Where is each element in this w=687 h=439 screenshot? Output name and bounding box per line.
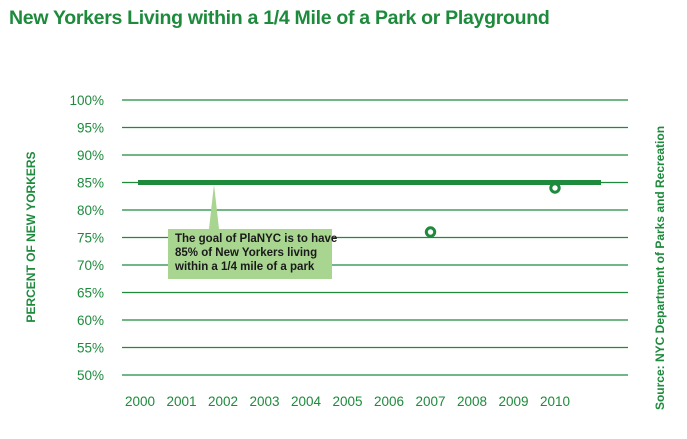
x-tick-label: 2008 <box>457 394 487 409</box>
chart-title: New Yorkers Living within a 1/4 Mile of … <box>9 7 550 29</box>
goal-annotation-line-1: The goal of PlaNYC is to have <box>175 233 337 245</box>
data-point <box>549 182 561 194</box>
y-tick-label: 70% <box>77 258 104 273</box>
y-tick-label: 50% <box>77 368 104 383</box>
goal-annotation-line-2: 85% of New Yorkers living <box>175 247 317 259</box>
y-tick-label: 95% <box>77 121 104 136</box>
gridlines <box>122 99 628 376</box>
source-note: Source: NYC Department of Parks and Recr… <box>653 126 667 410</box>
x-tick-label: 2009 <box>498 394 528 409</box>
data-point <box>424 226 437 238</box>
y-tick-label: 65% <box>77 286 104 301</box>
goal-annotation-box <box>168 184 332 279</box>
goal-annotation-line-3: within a 1/4 mile of a park <box>174 261 315 273</box>
y-tick-label: 55% <box>77 341 104 356</box>
x-tick-label: 2004 <box>291 394 322 409</box>
y-tick-label: 100% <box>69 93 104 108</box>
y-tick-label: 75% <box>77 231 104 246</box>
y-tick-label: 60% <box>77 313 104 328</box>
y-tick-labels: 50% 55% 60% 65% 70% 75% 80% 85% 90% 95% 100% <box>69 93 104 383</box>
x-tick-label: 2002 <box>208 394 238 409</box>
x-tick-label: 2000 <box>125 394 155 409</box>
x-tick-label: 2003 <box>249 394 279 409</box>
x-tick-label: 2006 <box>374 394 404 409</box>
x-tick-labels: 2000 2001 2002 2003 2004 2005 2006 2007 2008 2009… <box>125 394 570 409</box>
y-tick-label: 85% <box>77 176 104 191</box>
x-tick-label: 2001 <box>166 394 196 409</box>
y-axis-label: PERCENT OF NEW YORKERS <box>24 151 38 322</box>
data-points <box>424 182 561 238</box>
x-tick-label: 2010 <box>540 394 570 409</box>
goal-annotation: The goal of PlaNYC is to have 85% of New… <box>168 184 337 279</box>
x-tick-label: 2007 <box>415 394 445 409</box>
y-tick-label: 90% <box>77 148 104 163</box>
x-tick-label: 2005 <box>332 394 362 409</box>
y-tick-label: 80% <box>77 203 104 218</box>
